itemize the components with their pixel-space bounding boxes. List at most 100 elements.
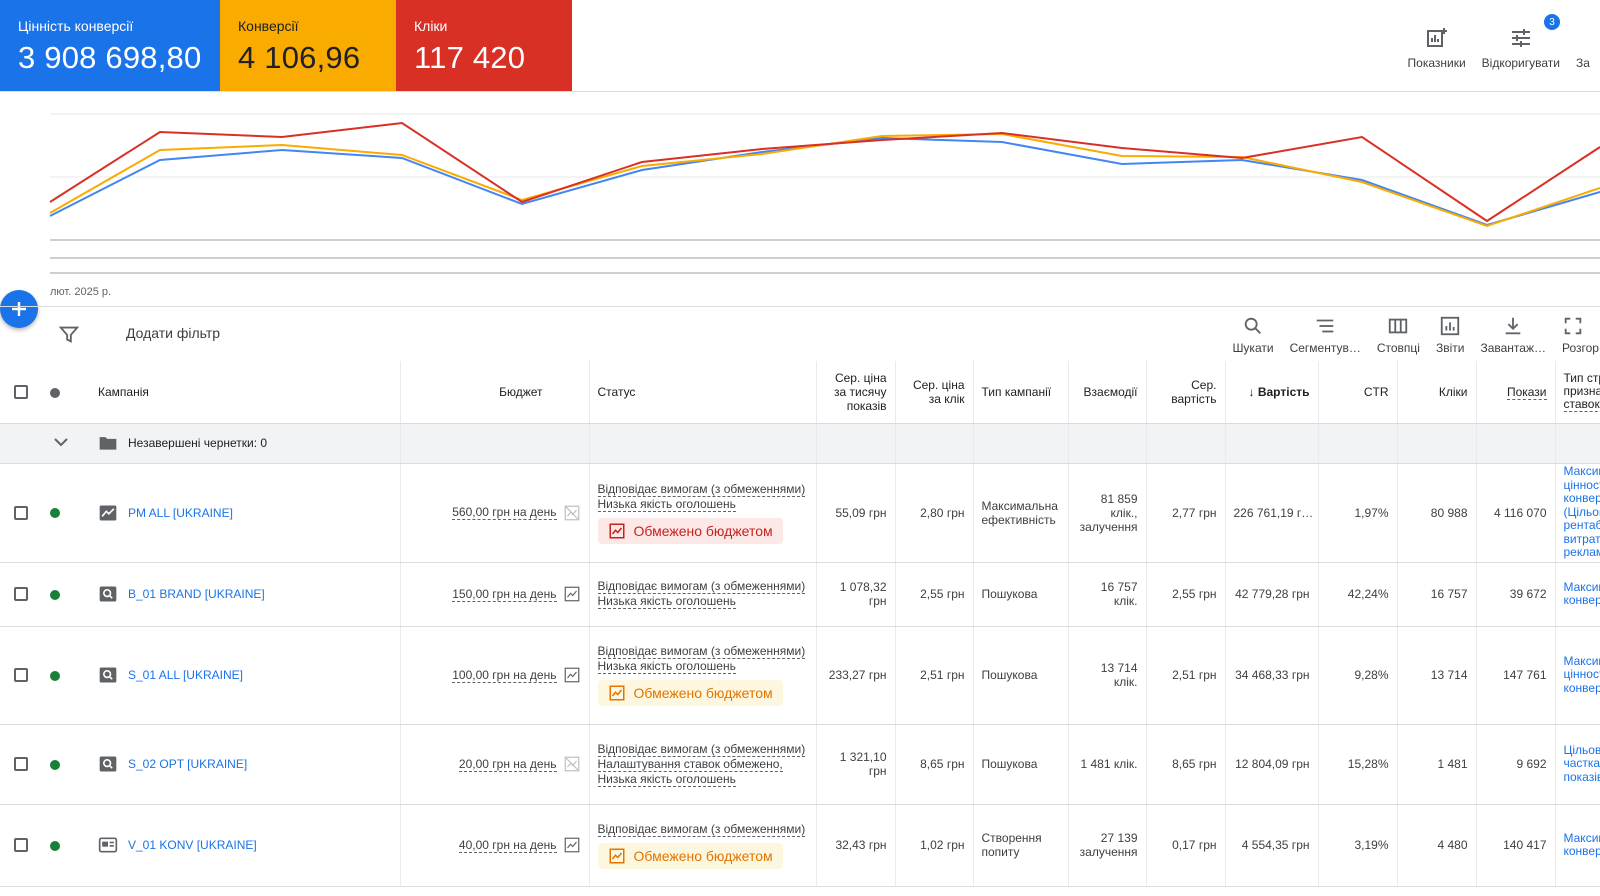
status-dot-enabled[interactable] [50,670,60,681]
col-cpc[interactable]: Сер. ціна за клік [895,361,974,424]
limited-by-budget-label: Обмежено бюджетом [633,522,773,539]
status-low-quality[interactable]: Низька якість оголошень [597,771,736,787]
budget-value[interactable]: 20,00 грн на день [458,756,557,772]
bid-line: рентабе [1563,518,1600,533]
status-eligible-limited[interactable]: Відповідає вимогам (з обмеженнями) [597,741,806,757]
status-eligible-limited[interactable]: Відповідає вимогам (з обмеженнями) [597,821,806,837]
status-dot-enabled[interactable] [50,508,60,519]
bid-strategy-link[interactable]: Максимцінностіконверс(Цільоврентабевитра… [1555,463,1600,563]
budget-value[interactable]: 100,00 грн на день [452,667,557,683]
bid-strategy-link[interactable]: Максимконверс [1555,804,1600,887]
status-dot-enabled[interactable] [50,589,60,600]
impressions-value: 9 692 [1476,724,1556,805]
draft-row[interactable]: Незавершені чернетки: 0 [0,423,1600,464]
campaign-link[interactable]: V_01 KONV [UKRAINE] [128,838,257,852]
col-cost-label: Вартість [1257,384,1310,399]
ctr-value: 1,97% [1318,463,1398,563]
fullscreen-icon [1564,317,1582,335]
bid-strategy-link[interactable]: Максимконверс [1555,562,1600,627]
filter-icon[interactable] [58,323,80,345]
budget-value[interactable]: 560,00 грн на день [452,505,557,520]
metric-label: Конверсії [238,18,299,34]
status-eligible-limited[interactable]: Відповідає вимогам (з обмеженнями) [597,579,806,594]
col-interactions[interactable]: Взаємодії [1068,361,1147,424]
bid-line: Цільова [1563,742,1600,757]
adjust-badge: 3 [1544,14,1560,30]
status-low-quality[interactable]: Низька якість оголошень [597,594,736,609]
filter-bar: Додати фільтр Шукати Сегментув… Стовпці … [0,311,1600,361]
status-eligible-limited[interactable]: Відповідає вимогам (з обмеженнями) [597,644,806,659]
expand-button[interactable]: Розгор [1554,315,1600,355]
limited-by-budget-badge[interactable]: Обмежено бюджетом [597,680,783,706]
row-checkbox[interactable] [14,668,28,683]
trend-chart-icon [609,848,624,863]
metric-card-conversion-value[interactable]: Цінність конверсії 3 908 698,80 [0,0,220,92]
bid-line: Максим [1563,579,1600,594]
campaign-link[interactable]: S_01 ALL [UKRAINE] [128,668,243,682]
cost-value: 226 761,19 г… [1225,463,1319,563]
reports-icon [1441,316,1460,336]
row-checkbox[interactable] [14,757,28,772]
metric-card-conversions[interactable]: Конверсії 4 106,96 [220,0,396,92]
impressions-value: 147 761 [1476,626,1556,725]
performance-chart [49,113,1600,274]
select-all-checkbox[interactable] [14,385,28,400]
limited-by-budget-badge[interactable]: Обмежено бюджетом [597,842,783,869]
status-low-quality[interactable]: Низька якість оголошень [597,659,736,674]
metric-value: 4 106,96 [238,40,361,75]
row-checkbox[interactable] [14,587,28,602]
metrics-button[interactable]: Показники [1400,18,1474,78]
campaign-link[interactable]: PM ALL [UKRAINE] [128,505,233,520]
tune-icon [1511,29,1530,47]
divider [0,91,1600,92]
third-tool-button[interactable]: За [1568,18,1600,78]
row-checkbox[interactable] [14,505,28,520]
cpm-value: 55,09 грн [816,463,896,563]
col-budget[interactable]: Бюджет [400,361,590,424]
limited-by-budget-badge[interactable]: Обмежено бюджетом [597,517,783,544]
col-campaign-type[interactable]: Тип кампанії [973,361,1069,424]
download-button[interactable]: Завантаж… [1472,315,1554,355]
col-cost[interactable]: ↓ Вартість [1225,361,1319,424]
table-row: B_01 BRAND [UKRAINE] 150,00 грн на день … [0,562,1600,627]
row-checkbox[interactable] [14,838,28,853]
col-bid-strategy[interactable]: Тип стр призна ставок [1555,361,1600,424]
chart-icon [564,837,579,853]
budget-value[interactable]: 150,00 грн на день [452,586,557,602]
trend-chart-icon [609,523,624,538]
status-eligible-limited[interactable]: Відповідає вимогам (з обмеженнями) [597,481,806,497]
adjust-button[interactable]: 3 Відкоригувати [1474,14,1568,78]
status-dot-enabled[interactable] [50,840,60,851]
status-low-quality[interactable]: Низька якість оголошень [597,496,736,512]
campaign-link[interactable]: S_02 OPT [UKRAINE] [128,757,248,771]
budget-value[interactable]: 40,00 грн на день [458,837,557,853]
bid-strategy-link[interactable]: Максимцінностіконверс [1555,626,1600,725]
columns-button[interactable]: Стовпці [1369,315,1428,355]
col-cpm[interactable]: Сер. ціна за тисячу показів [816,361,896,424]
col-avg-cost[interactable]: Сер. вартість [1146,361,1226,424]
col-campaign[interactable]: Кампанія [78,361,401,424]
table-header-row: Кампанія Бюджет Статус Сер. ціна за тися… [0,361,1600,424]
col-clicks[interactable]: Кліки [1397,361,1477,424]
ctr-value: 15,28% [1318,724,1398,805]
columns-label: Стовпці [1376,341,1420,355]
bid-line: конверс [1563,680,1600,695]
search-button[interactable]: Шукати [1224,315,1281,355]
interactions-value: 13 714 клік. [1068,626,1147,725]
bid-strategy-link[interactable]: Цільовачасткапоказів [1555,724,1600,805]
metric-card-clicks[interactable]: Кліки 117 420 [396,0,572,92]
status-bid-limited[interactable]: Налаштування ставок обмежено, [597,756,783,772]
col-status[interactable]: Статус [589,361,817,424]
status-dot-enabled[interactable] [50,759,60,770]
segment-button[interactable]: Сегментув… [1282,315,1369,355]
expand-label: Розгор [1562,341,1599,355]
add-filter-button[interactable]: Додати фільтр [126,325,221,341]
col-ctr[interactable]: CTR [1318,361,1398,424]
chevron-down-icon[interactable] [52,433,70,451]
plus-icon [12,302,26,316]
col-impressions[interactable]: Покази [1476,361,1556,424]
reports-button[interactable]: Звіти [1428,315,1473,355]
campaign-link[interactable]: B_01 BRAND [UKRAINE] [128,587,265,601]
add-campaign-fab[interactable] [0,290,38,328]
clicks-value: 1 481 [1397,724,1477,805]
